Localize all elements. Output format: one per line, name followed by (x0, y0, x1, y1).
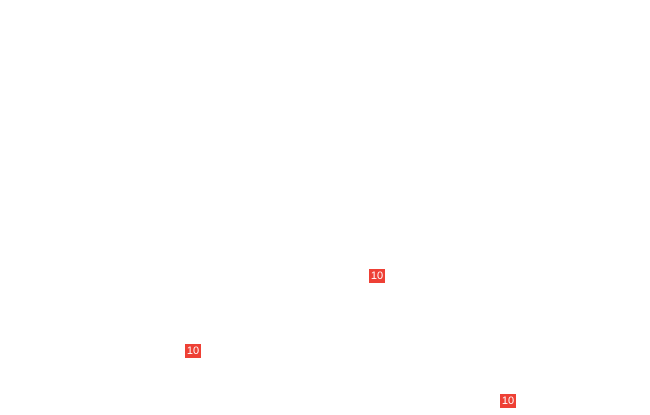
count-badge[interactable]: 10 (369, 269, 385, 283)
count-badge[interactable]: 10 (500, 394, 516, 408)
count-badge[interactable]: 10 (185, 344, 201, 358)
